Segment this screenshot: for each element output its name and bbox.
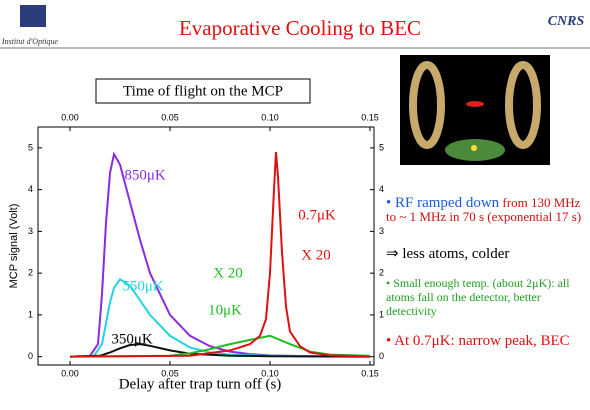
- chart-title-box: [95, 78, 311, 104]
- trap-image: [400, 55, 550, 165]
- annotation: X 20: [301, 247, 331, 263]
- y-tick-label: 1: [28, 309, 33, 319]
- y-tick-label: 5: [379, 142, 384, 152]
- y-tick-label: 3: [379, 226, 384, 236]
- y-tick-label: 4: [28, 184, 33, 194]
- note: • At 0.7μK: narrow peak, BEC: [386, 333, 570, 349]
- x-tick-label: 0.10: [261, 112, 279, 122]
- x-axis-label: Delay after trap turn off (s): [119, 376, 282, 392]
- slide-title: Evaporative Cooling to BEC: [179, 16, 421, 40]
- y-axis-label: MCP signal (Volt): [8, 204, 20, 289]
- note: ⇒ less atoms, colder: [386, 246, 510, 262]
- y-tick-label: 2: [28, 268, 33, 278]
- x-tick-label: 0.00: [61, 112, 79, 122]
- series-label: 0.7μK: [298, 207, 336, 223]
- y-tick-label: 0: [28, 351, 33, 361]
- y-tick-label: 3: [28, 226, 33, 236]
- series-label: 550μK: [122, 278, 164, 294]
- plot-area: [37, 126, 375, 366]
- series-line: [69, 151, 371, 358]
- x-tick-label: 0.00: [61, 368, 79, 378]
- logo-icon: [20, 5, 46, 27]
- note: • RF ramped down from 130 MHz to ~ 1 MHz…: [386, 196, 586, 224]
- right-logo: CNRS: [548, 14, 585, 29]
- x-tick-label: 0.05: [161, 112, 179, 122]
- x-tick-label: 0.10: [261, 368, 279, 378]
- series-line: [69, 343, 371, 358]
- note-lead: • RF ramped down: [386, 195, 500, 211]
- x-tick-label: 0.15: [361, 368, 379, 378]
- series-label: 10μK: [208, 302, 242, 318]
- chart-title: Time of flight on the MCP: [123, 83, 283, 99]
- x-tick-label: 0.15: [361, 112, 379, 122]
- series-label: 350μK: [111, 331, 153, 347]
- series-line: [69, 152, 371, 358]
- series-label: 850μK: [124, 167, 166, 183]
- note: • Small enough temp. (about 2μK): all at…: [386, 276, 570, 318]
- x-tick-label: 0.05: [161, 368, 179, 378]
- y-tick-label: 0: [379, 351, 384, 361]
- y-tick-label: 2: [379, 268, 384, 278]
- left-logo: Institut d'Optique: [1, 37, 59, 46]
- y-tick-label: 4: [379, 184, 384, 194]
- note-text: from 130 MHz to ~ 1 MHz in 70 s (exponen…: [386, 195, 582, 224]
- y-tick-label: 1: [379, 309, 384, 319]
- y-tick-label: 5: [28, 142, 33, 152]
- annotation: X 20: [213, 265, 243, 281]
